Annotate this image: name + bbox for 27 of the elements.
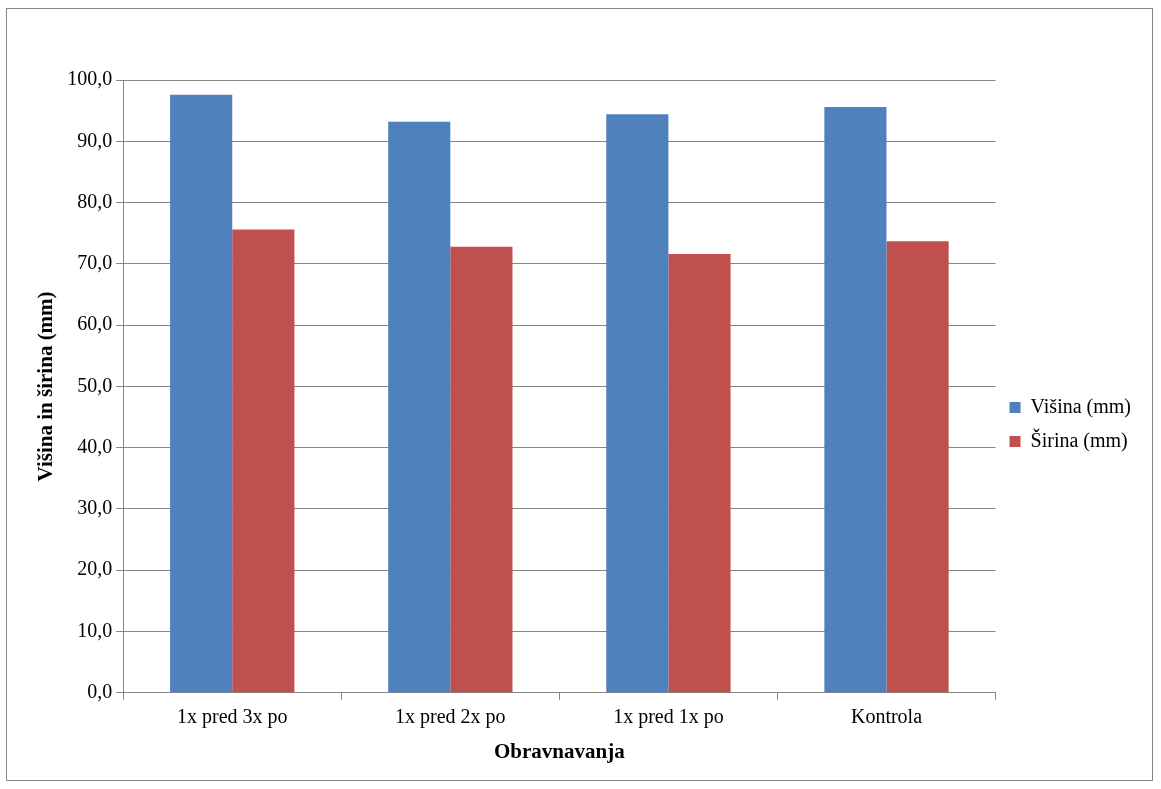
y-axis-title: Višina in širina (mm)	[33, 291, 58, 482]
y-tick-label: 10,0	[77, 618, 113, 641]
bar	[450, 246, 513, 693]
y-tick-label: 60,0	[77, 312, 113, 335]
bar	[606, 114, 669, 693]
y-tick-label: 30,0	[77, 496, 113, 519]
bar	[232, 229, 295, 693]
y-tick-label: 50,0	[77, 373, 113, 396]
bar	[170, 94, 233, 693]
bar	[668, 254, 731, 693]
y-tick-label: 20,0	[77, 557, 113, 580]
x-tick-label: Kontrola	[850, 705, 923, 728]
y-tick-label: 70,0	[77, 251, 113, 274]
legend-label: Višina (mm)	[1030, 394, 1131, 418]
x-tick-label: 1x pred 3x po	[176, 705, 288, 729]
y-tick-label: 90,0	[77, 128, 113, 151]
x-tick-label: 1x pred 2x po	[395, 705, 506, 729]
bar	[388, 121, 451, 693]
x-tick-label: 1x pred 1x po	[613, 705, 724, 729]
x-axis-title: Obravnavanja	[494, 738, 626, 763]
legend-label: Širina (mm)	[1030, 427, 1128, 452]
y-tick-label: 0,0	[87, 680, 113, 703]
bar	[824, 106, 887, 693]
y-tick-label: 100,0	[67, 67, 113, 90]
y-tick-label: 80,0	[77, 189, 113, 212]
bar	[886, 241, 949, 693]
y-tick-label: 40,0	[77, 434, 113, 457]
